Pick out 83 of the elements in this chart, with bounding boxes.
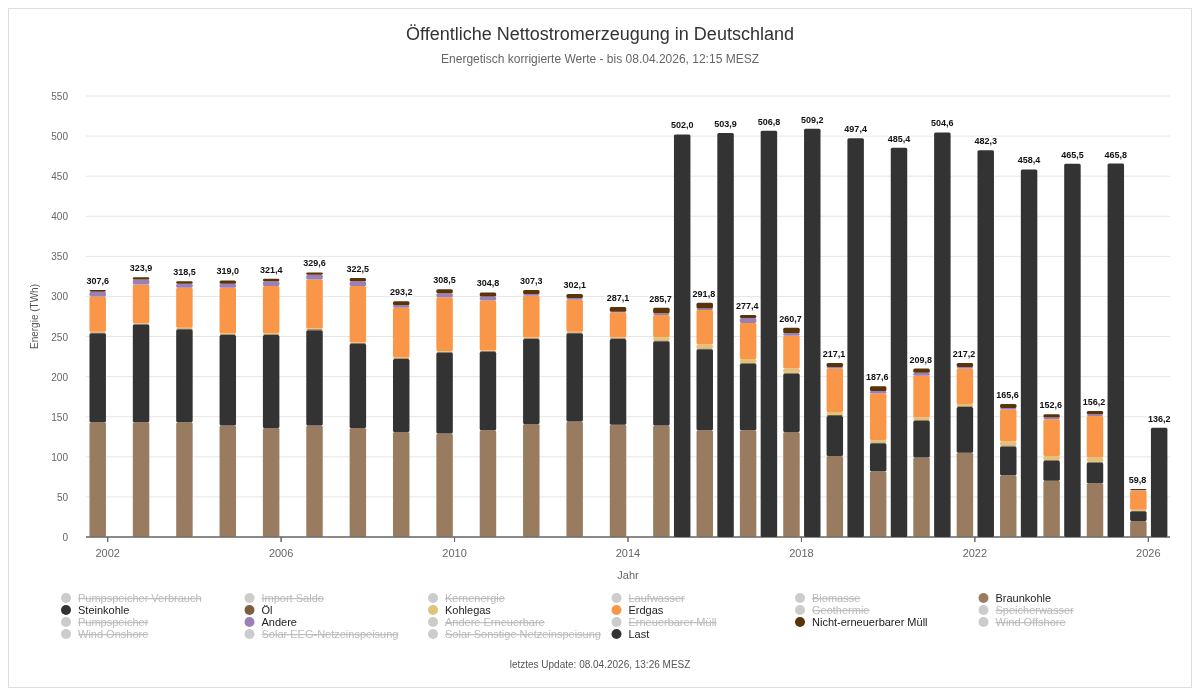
total-label: 285,7	[649, 293, 672, 304]
legend-label: Erneuerbarer Müll	[628, 616, 717, 628]
total-label: 291,8	[692, 288, 716, 299]
data-label: 485,4	[887, 133, 911, 144]
legend-label: Kohlegas	[445, 604, 492, 616]
chart-subtitle: Energetisch korrigierte Werte - bis 08.04.2026, 12:15 MESZ	[441, 52, 759, 66]
legend-label: Öl	[261, 604, 273, 616]
legend-label: Pumpspeicher Verbrauch	[78, 592, 202, 604]
y-tick-label: 0	[62, 532, 69, 543]
total-label: 307,6	[86, 276, 109, 287]
total-label: 321,4	[259, 264, 283, 275]
x-axis-title: Jahr	[617, 569, 640, 581]
y-tick-label: 550	[51, 91, 69, 102]
y-tick-label: 350	[51, 251, 69, 263]
total-label: 329,6	[303, 258, 326, 269]
total-label: 156,2	[1082, 397, 1106, 408]
total-label: 59,8	[1128, 475, 1147, 486]
x-tick-label: 2026	[1136, 547, 1161, 559]
x-tick-label: 2006	[268, 547, 294, 559]
y-tick-label: 200	[51, 371, 69, 383]
data-label: 502,0	[670, 120, 694, 131]
total-label: 302,1	[563, 280, 586, 291]
legend-label: Nicht-erneuerbarer Müll	[812, 616, 928, 628]
y-tick-label: 50	[56, 491, 69, 503]
legend-label: Andere Erneuerbare	[445, 616, 545, 628]
total-label: 307,3	[520, 276, 543, 287]
chart-title: Öffentliche Nettostromerzeugung in Deutschland	[406, 24, 794, 44]
y-tick-label: 450	[51, 171, 69, 183]
y-tick-label: 500	[51, 131, 69, 143]
data-label: 482,3	[974, 136, 997, 147]
data-label: 497,4	[844, 124, 867, 135]
data-label: 504,6	[931, 118, 954, 129]
data-label: 136,2	[1147, 413, 1171, 424]
y-tick-label: 300	[51, 291, 69, 303]
data-label: 503,9	[714, 118, 737, 129]
total-label: 217,2	[952, 349, 976, 360]
total-label: 319,0	[216, 266, 240, 277]
total-label: 322,5	[346, 264, 370, 275]
x-tick-label: 2022	[962, 547, 988, 559]
y-tick-label: 400	[51, 211, 69, 223]
legend-label: Braunkohle	[995, 592, 1052, 604]
legend-label: Solar EEG-Netzeinspeisung	[261, 628, 399, 640]
y-tick-label: 250	[51, 331, 69, 343]
x-tick-label: 2014	[615, 547, 641, 559]
total-label: 187,6	[866, 372, 889, 383]
total-label: 165,6	[996, 389, 1019, 400]
legend-label: Kernenergie	[445, 592, 505, 604]
x-tick-label: 2002	[95, 547, 120, 559]
x-tick-label: 2018	[789, 547, 814, 559]
text: letztes Update: 08.04.2026, 13:26 MESZ	[509, 659, 691, 670]
y-axis-title: Energie (TWh)	[29, 283, 40, 350]
total-label: 152,6	[1039, 400, 1063, 411]
total-label: 308,5	[433, 275, 456, 286]
total-label: 304,8	[476, 278, 500, 289]
legend-label: Solar Sonstige Netzeinspeisung	[445, 628, 601, 640]
data-label: 458,4	[1017, 155, 1041, 166]
data-label: 465,8	[1104, 149, 1128, 160]
legend-label: Last	[628, 628, 650, 640]
total-label: 293,2	[389, 287, 413, 298]
legend-label: Pumpspeicher	[78, 616, 149, 628]
legend-label: Import Saldo	[261, 592, 324, 604]
total-label: 209,8	[909, 354, 932, 365]
legend-label: Andere	[261, 616, 297, 628]
legend-label: Geothermie	[812, 604, 870, 616]
y-tick-label: 100	[51, 451, 69, 463]
legend-label: Steinkohle	[78, 604, 130, 616]
total-label: 277,4	[735, 300, 759, 311]
legend-label: Laufwasser	[628, 592, 686, 604]
legend-label: Erdgas	[628, 604, 664, 616]
total-label: 260,7	[779, 313, 802, 324]
legend-label: Wind Offshore	[995, 616, 1066, 628]
legend-label: Biomasse	[812, 592, 861, 604]
data-label: 465,5	[1061, 149, 1084, 160]
legend-label: Speicherwasser	[995, 604, 1075, 616]
total-label: 287,1	[606, 292, 630, 303]
y-tick-label: 150	[51, 411, 69, 423]
data-label: 509,2	[801, 114, 824, 125]
data-label: 506,8	[757, 116, 781, 127]
x-tick-label: 2010	[442, 547, 467, 559]
total-label: 318,5	[173, 267, 196, 278]
total-label: 217,1	[822, 349, 846, 360]
total-label: 323,9	[129, 263, 153, 274]
legend-label: Wind Onshore	[78, 628, 149, 640]
